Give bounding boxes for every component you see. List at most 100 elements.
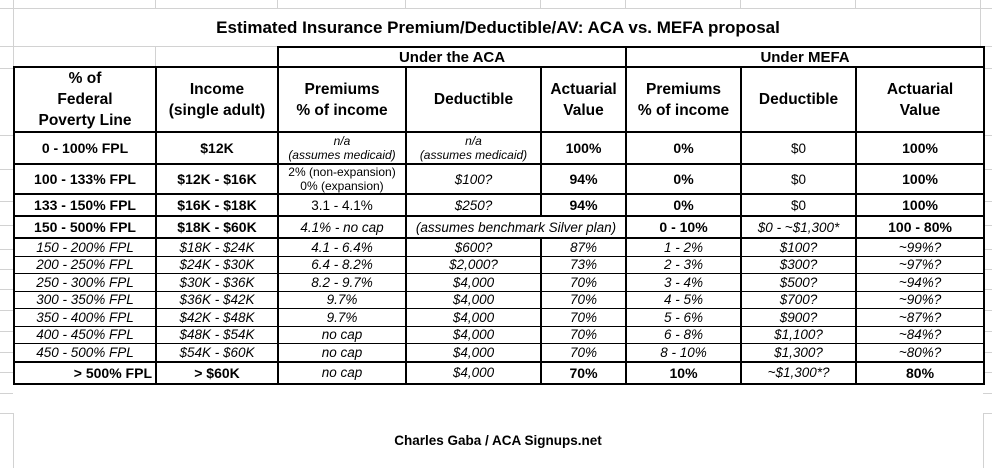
col-header-aca-av: Actuarial Value [539, 66, 628, 133]
cell-fpl: 300 - 350% FPL [13, 290, 157, 309]
cell-income: $18K - $60K [155, 215, 279, 239]
cell-mefa-av: ~90%? [855, 290, 986, 309]
cell-mefa-deductible: $0 [740, 193, 858, 217]
spreadsheet-gridline [983, 201, 992, 202]
spreadsheet-gridline [983, 169, 992, 170]
cell-aca-deductible: $2,000? [405, 255, 542, 274]
spreadsheet-gridline [277, 0, 278, 8]
table-row: 450 - 500% FPL $54K - $60K no cap $4,000… [13, 343, 986, 362]
cell-fpl: 133 - 150% FPL [13, 193, 157, 217]
group-header-row: Under the ACA Under MEFA [14, 46, 986, 68]
spreadsheet-gridline [0, 331, 13, 332]
cell-mefa-premium: 0% [625, 163, 743, 195]
cell-mefa-deductible: $700? [740, 290, 858, 309]
table-row: 200 - 250% FPL $24K - $30K 6.4 - 8.2% $2… [13, 255, 986, 274]
cell-mefa-premium: 8 - 10% [625, 343, 743, 362]
cell-aca-deductible: $4,000 [405, 308, 542, 327]
cell-fpl: 0 - 100% FPL [13, 131, 157, 165]
cell-mefa-deductible: $900? [740, 308, 858, 327]
cell-mefa-av: ~87%? [855, 308, 986, 327]
spreadsheet-gridline [983, 413, 984, 468]
cell-aca-premium: 6.4 - 8.2% [277, 255, 407, 274]
cell-fpl: 400 - 450% FPL [13, 325, 157, 344]
cell-aca-av: 70% [539, 290, 628, 309]
cell-income: $18K - $24K [155, 237, 279, 257]
spreadsheet-gridline [155, 46, 156, 68]
table-title: Estimated Insurance Premium/Deductible/A… [216, 18, 780, 37]
cell-mefa-av: ~80%? [855, 343, 986, 362]
cell-mefa-av: 100% [855, 193, 986, 217]
cell-mefa-deductible: $500? [740, 273, 858, 292]
column-header-row: % of Federal Poverty Line Income (single… [13, 66, 986, 133]
cell-aca-av: 70% [539, 360, 628, 385]
table-row: 100 - 133% FPL $12K - $16K 2% (non-expan… [13, 163, 986, 195]
cell-mefa-deductible: $300? [740, 255, 858, 274]
cell-aca-av: 94% [539, 163, 628, 195]
table-row: 400 - 450% FPL $48K - $54K no cap $4,000… [13, 325, 986, 344]
cell-mefa-premium: 0% [625, 193, 743, 217]
cell-aca-premium: n/a (assumes medicaid) [277, 131, 407, 165]
spreadsheet-gridline [0, 8, 992, 9]
cell-mefa-premium: 5 - 6% [625, 308, 743, 327]
col-header-fpl: % of Federal Poverty Line [13, 66, 157, 133]
cell-fpl: 150 - 500% FPL [13, 215, 157, 239]
cell-aca-premium: no cap [277, 343, 407, 362]
empty-cell [14, 47, 156, 67]
cell-mefa-premium: 4 - 5% [625, 290, 743, 309]
cell-aca-premium: 4.1% - no cap [277, 215, 407, 239]
cell-aca-premium: 2% (non-expansion) 0% (expansion) [277, 163, 407, 195]
cell-mefa-premium: 2 - 3% [625, 255, 743, 274]
spreadsheet-gridline [983, 289, 992, 290]
cell-aca-deductible: $250? [405, 193, 542, 217]
cell-mefa-av: ~97%? [855, 255, 986, 274]
cell-aca-deductible: $4,000 [405, 360, 542, 385]
spreadsheet-gridline [0, 225, 13, 226]
cell-fpl: 350 - 400% FPL [13, 308, 157, 327]
spreadsheet-gridline [983, 331, 992, 332]
spreadsheet-gridline [983, 372, 992, 373]
cell-aca-premium: no cap [277, 325, 407, 344]
spreadsheet-gridline [0, 135, 13, 136]
cell-aca-av: 100% [539, 131, 628, 165]
cell-mefa-premium: 6 - 8% [625, 325, 743, 344]
col-header-income: Income (single adult) [155, 66, 279, 133]
cell-mefa-av: 100 - 80% [855, 215, 986, 239]
table-row: 133 - 150% FPL $16K - $18K 3.1 - 4.1% $2… [13, 193, 986, 217]
cell-mefa-deductible: $0 - ~$1,300* [740, 215, 858, 239]
cell-income: $48K - $54K [155, 325, 279, 344]
spreadsheet-gridline [983, 225, 992, 226]
cell-aca-av: 87% [539, 237, 628, 257]
cell-aca-premium: no cap [277, 360, 407, 385]
spreadsheet-gridline [0, 68, 13, 69]
table-row: 150 - 200% FPL $18K - $24K 4.1 - 6.4% $6… [13, 237, 986, 257]
spreadsheet-gridline [983, 46, 992, 47]
col-header-mefa-premiums: Premiums % of income [625, 66, 743, 133]
cell-mefa-deductible: ~$1,300*? [740, 360, 858, 385]
cell-aca-deductible: $100? [405, 163, 542, 195]
spreadsheet-gridline [0, 46, 277, 47]
cell-mefa-deductible: $1,100? [740, 325, 858, 344]
spreadsheet-gridline [983, 393, 992, 394]
cell-aca-av: 70% [539, 308, 628, 327]
cell-fpl: > 500% FPL [13, 360, 157, 385]
cell-aca-av: 94% [539, 193, 628, 217]
cell-aca-premium: 9.7% [277, 290, 407, 309]
credit-line: Charles Gaba / ACA Signups.net [394, 433, 602, 448]
cell-income: $24K - $30K [155, 255, 279, 274]
spreadsheet-gridline [0, 372, 13, 373]
spreadsheet-gridline [980, 0, 981, 46]
cell-fpl: 250 - 300% FPL [13, 273, 157, 292]
spreadsheet-gridline [0, 393, 13, 394]
spreadsheet-gridline [0, 201, 13, 202]
spreadsheet-gridline [983, 413, 992, 414]
cell-mefa-premium: 3 - 4% [625, 273, 743, 292]
spreadsheet-gridline [0, 269, 13, 270]
cell-fpl: 100 - 133% FPL [13, 163, 157, 195]
cell-income: $16K - $18K [155, 193, 279, 217]
table-row: 250 - 300% FPL $30K - $36K 8.2 - 9.7% $4… [13, 273, 986, 292]
spreadsheet-gridline [983, 68, 992, 69]
table-row: 300 - 350% FPL $36K - $42K 9.7% $4,000 7… [13, 290, 986, 309]
cell-income: $36K - $42K [155, 290, 279, 309]
spreadsheet-gridline [13, 0, 14, 68]
